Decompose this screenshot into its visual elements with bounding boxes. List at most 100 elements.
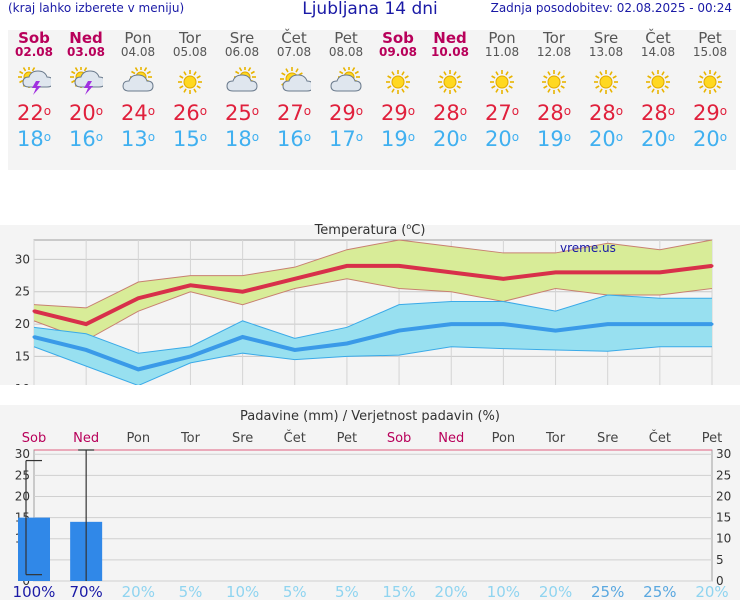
- sun-ray: [31, 67, 36, 72]
- degree-sign: o: [43, 104, 52, 118]
- min-temp-point: [32, 335, 36, 339]
- min-temp-value: 18: [224, 127, 252, 151]
- max-temp: 26o: [164, 100, 216, 126]
- min-temp-value: 13: [120, 127, 148, 151]
- day-column: Sre 06.08 25o 18o: [216, 30, 268, 152]
- degree-sign: o: [95, 130, 104, 144]
- max-temp: 29o: [684, 100, 736, 126]
- sun-ray: [22, 67, 27, 72]
- day-name: Ned: [433, 29, 467, 47]
- sun-ray: [609, 71, 613, 76]
- y-tick-label-left: 25: [15, 468, 30, 482]
- y-tick-label-right: 30: [716, 447, 731, 461]
- sun-ray: [235, 70, 240, 75]
- sun-ray: [456, 85, 461, 89]
- min-temp-point: [397, 329, 401, 333]
- max-temp-point: [449, 270, 453, 274]
- max-temp-point: [32, 309, 36, 313]
- day-date: 06.08: [224, 45, 260, 59]
- day-name: Sob: [382, 29, 414, 47]
- sun-ray: [250, 70, 255, 75]
- icon-shapes: [226, 67, 258, 92]
- sun-ray: [83, 67, 88, 72]
- day-name: Tor: [543, 29, 565, 47]
- min-temp: 19o: [528, 126, 580, 152]
- day-name: Čet: [281, 29, 307, 47]
- cloud-shape: [122, 74, 154, 92]
- min-temp-value: 19: [380, 127, 408, 151]
- lightning-bolt: [32, 81, 41, 95]
- sun-ray: [285, 68, 289, 73]
- min-temp-point: [136, 367, 140, 371]
- min-temp: 20o: [580, 126, 632, 152]
- sun-ray: [543, 75, 548, 79]
- day-column: Tor 12.08 28o 19o: [528, 30, 580, 152]
- degree-sign: o: [459, 104, 468, 118]
- max-temp-point: [397, 264, 401, 268]
- min-temp-point: [345, 341, 349, 345]
- day-label: Pon: [127, 431, 151, 446]
- max-temp-band: [34, 240, 712, 341]
- degree-sign: o: [199, 104, 208, 118]
- chart-title-unit: C): [411, 223, 425, 238]
- precip-probability: 10%: [487, 583, 520, 600]
- sun-ray: [342, 67, 347, 72]
- sun-ray: [453, 88, 457, 93]
- temperature-chart: 10 15 20 25 30 Temperatura (oC) vreme.us: [0, 222, 740, 385]
- precip-probability: 100%: [13, 583, 56, 600]
- min-temp-point: [606, 322, 610, 326]
- day-date: 07.08: [276, 45, 312, 59]
- sun-ray: [612, 85, 617, 89]
- degree-sign: o: [667, 104, 676, 118]
- sun-ray: [661, 88, 665, 93]
- max-temp-point: [501, 277, 505, 281]
- chart-title: Padavine (mm) / Verjetnost padavin (%): [240, 409, 500, 424]
- max-temp-value: 29: [692, 101, 720, 125]
- max-temp: 29o: [372, 100, 424, 126]
- max-temp-value: 22: [16, 101, 44, 125]
- day-column: Čet 14.08 28o 20o: [632, 30, 684, 152]
- day-label: Čet: [649, 430, 671, 446]
- sun-ray: [19, 79, 24, 84]
- icon-shapes: [698, 70, 722, 94]
- day-date: 09.08: [379, 45, 417, 59]
- sun-ray: [543, 85, 548, 89]
- y-tick-label: 20: [15, 317, 30, 331]
- sun-disc: [599, 75, 613, 89]
- max-temp-value: 28: [588, 101, 616, 125]
- day-name: Ned: [69, 29, 103, 47]
- max-temp: 27o: [268, 100, 320, 126]
- sun-ray: [557, 71, 561, 76]
- max-temp: 28o: [580, 100, 632, 126]
- sun-ray: [193, 88, 197, 93]
- sun-ray: [443, 88, 447, 93]
- min-temp: 16o: [60, 126, 112, 152]
- min-temp-point: [501, 322, 505, 326]
- day-name: Sre: [593, 29, 619, 47]
- icon-shapes: [386, 70, 410, 94]
- degree-sign: o: [199, 130, 208, 144]
- y-tick-label-right: 5: [716, 553, 724, 567]
- day-label: Sre: [232, 431, 253, 446]
- sun-ray: [647, 85, 652, 89]
- min-temp-value: 20: [588, 127, 616, 151]
- y-tick-label-right: 0: [716, 574, 724, 588]
- daily-forecast-strip: Sob 02.08 22o 18o Ned 03.08 20o 16o Pon 04.08 24o 1…: [8, 30, 736, 170]
- min-temp: 18o: [8, 126, 60, 152]
- icon-shapes: [18, 67, 51, 95]
- day-name: Pon: [488, 29, 516, 47]
- icon-shapes: [178, 70, 202, 94]
- y-tick-label-left: 20: [15, 489, 30, 503]
- sun-ray: [651, 71, 655, 76]
- day-name: Pet: [334, 29, 358, 47]
- sun-ray: [612, 75, 617, 79]
- min-temp-value: 20: [692, 127, 720, 151]
- day-date: 13.08: [588, 45, 624, 59]
- sun-ray: [609, 88, 613, 93]
- sun-ray: [391, 71, 395, 76]
- sun-ray: [716, 85, 721, 89]
- max-temp: 29o: [320, 100, 372, 126]
- sun-ray: [699, 85, 704, 89]
- sun-ray: [699, 75, 704, 79]
- day-name: Pon: [124, 29, 152, 47]
